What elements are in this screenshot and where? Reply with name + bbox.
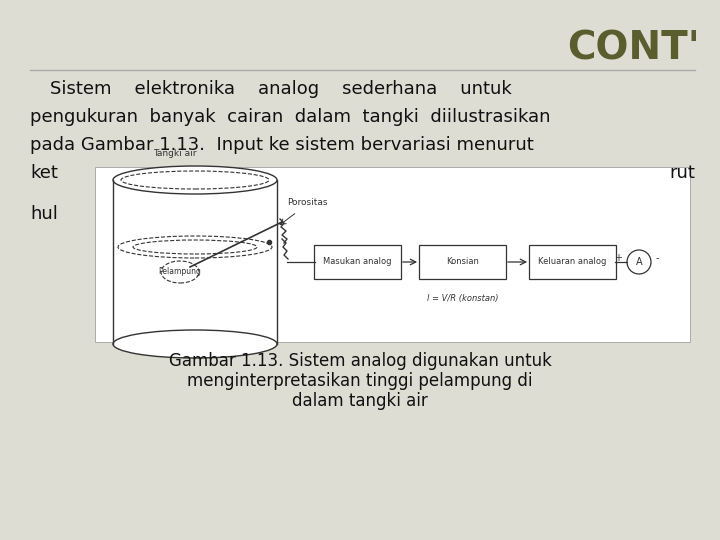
Ellipse shape <box>627 250 651 274</box>
Text: dalam tangki air: dalam tangki air <box>292 392 428 410</box>
Text: l = V/R (konstan): l = V/R (konstan) <box>427 294 498 303</box>
Text: A: A <box>636 257 642 267</box>
Text: Keluaran analog: Keluaran analog <box>539 258 607 267</box>
FancyBboxPatch shape <box>419 245 506 279</box>
Text: Tangki air: Tangki air <box>153 149 197 158</box>
Text: hul: hul <box>30 205 58 223</box>
Text: Gambar 1.13. Sistem analog digunakan untuk: Gambar 1.13. Sistem analog digunakan unt… <box>168 352 552 370</box>
Text: pada Gambar 1.13.  Input ke sistem bervariasi menurut: pada Gambar 1.13. Input ke sistem bervar… <box>30 136 534 154</box>
Ellipse shape <box>113 166 277 194</box>
Text: CONT': CONT' <box>567 30 700 68</box>
Text: Porositas: Porositas <box>287 198 328 207</box>
Text: pengukuran  banyak  cairan  dalam  tangki  diilustrasikan: pengukuran banyak cairan dalam tangki di… <box>30 108 551 126</box>
FancyBboxPatch shape <box>529 245 616 279</box>
Text: Konsian: Konsian <box>446 258 479 267</box>
FancyBboxPatch shape <box>314 245 401 279</box>
Text: menginterpretasikan tinggi pelampung di: menginterpretasikan tinggi pelampung di <box>187 372 533 390</box>
Text: +: + <box>614 253 622 263</box>
Text: ket: ket <box>30 164 58 182</box>
Text: -: - <box>656 253 660 263</box>
Text: rut: rut <box>669 164 695 182</box>
Text: Pelampung: Pelampung <box>158 267 202 276</box>
Ellipse shape <box>113 330 277 358</box>
FancyBboxPatch shape <box>95 167 690 342</box>
Text: Sistem    elektronika    analog    sederhana    untuk: Sistem elektronika analog sederhana untu… <box>50 80 512 98</box>
Text: Masukan analog: Masukan analog <box>323 258 392 267</box>
